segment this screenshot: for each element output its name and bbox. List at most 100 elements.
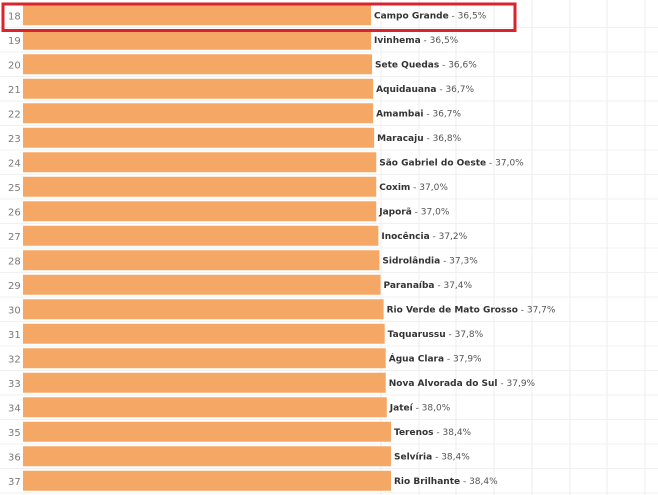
bar — [23, 152, 377, 173]
highlight-overlay — [1, 2, 517, 32]
rank-label: 21 — [8, 85, 21, 96]
bar-label-name: Sidrolândia — [382, 256, 440, 266]
rank-label: 33 — [8, 379, 21, 390]
rank-label: 24 — [8, 158, 21, 169]
bar-label-name: Coxim — [379, 183, 410, 193]
rank-label: 34 — [8, 403, 21, 414]
highlight-box — [1, 2, 517, 32]
bar — [23, 29, 371, 50]
bar-label-value: - 37,0% — [412, 207, 450, 217]
bar-label-name: Água Clara — [389, 352, 444, 364]
bar-label-value: - 37,7% — [518, 305, 556, 315]
bar-label-value: - 36,6% — [439, 60, 477, 70]
rank-label: 27 — [8, 232, 21, 243]
rank-label: 22 — [8, 109, 21, 120]
bar — [23, 470, 391, 491]
bar-label: Coxim - 37,0% — [379, 183, 448, 193]
bar-label-value: - 37,4% — [435, 281, 473, 291]
rank-label: 30 — [8, 305, 21, 316]
bar-label-name: Terenos — [394, 428, 434, 438]
bar-label: Paranaíba - 37,4% — [383, 281, 472, 291]
bar-label-value: - 37,3% — [440, 256, 478, 266]
rank-label: 18 — [8, 11, 21, 22]
bar-label-name: Rio Brilhante — [394, 477, 460, 487]
bar-label-value: - 36,8% — [424, 134, 462, 144]
rank-label: 25 — [8, 183, 21, 194]
bar-label-name: Japorã — [378, 207, 412, 217]
bar-label-value: - 37,0% — [486, 158, 524, 168]
bar-label-name: Nova Alvorada do Sul — [389, 379, 498, 389]
bar-label-value: - 38,4% — [432, 452, 470, 462]
bar-label-value: - 36,5% — [449, 11, 487, 21]
rank-label: 37 — [8, 477, 21, 488]
bar-label: Inocência - 37,2% — [381, 231, 467, 242]
bar-label-name: Paranaíba — [383, 281, 434, 291]
bar — [23, 176, 377, 197]
bar-label-name: Sete Quedas — [375, 60, 439, 70]
bar-label-name: Jateí — [389, 403, 414, 413]
bar — [23, 127, 375, 148]
bar-label-name: Taquarussu — [388, 330, 446, 340]
rank-label: 36 — [8, 452, 21, 463]
bar-label-name: Inocência — [381, 231, 429, 242]
bar-label-name: Maracaju — [377, 134, 423, 144]
bar-label-name: Ivinhema — [374, 36, 421, 46]
bar-rows: 18 Campo Grande - 36,5% 19 Ivinhema - 36,5%… — [8, 5, 556, 491]
bar-label: Japorã - 37,0% — [378, 207, 450, 217]
bar — [23, 250, 380, 271]
bar — [23, 274, 381, 295]
bar-label: Selvíria - 38,4% — [394, 452, 470, 462]
bar-label-value: - 37,8% — [446, 330, 484, 340]
rank-label: 35 — [8, 428, 21, 439]
bar-label-value: - 38,4% — [434, 428, 472, 438]
bar-label: Rio Brilhante - 38,4% — [394, 477, 498, 487]
bar-label: Terenos - 38,4% — [394, 428, 472, 438]
rank-label: 31 — [8, 330, 21, 341]
bar-label: Água Clara - 37,9% — [389, 352, 482, 364]
bar-label: Ivinhema - 36,5% — [374, 36, 459, 46]
bar — [23, 225, 379, 246]
bar-label: Sete Quedas - 36,6% — [375, 60, 477, 70]
bar-label-value: - 37,0% — [410, 183, 448, 193]
bar — [23, 446, 391, 467]
bar — [23, 397, 387, 418]
bar-label-name: Rio Verde de Mato Grosso — [387, 305, 518, 315]
bar — [23, 103, 374, 124]
bar — [23, 421, 391, 442]
rank-label: 23 — [8, 134, 21, 145]
bar-label: Sidrolândia - 37,3% — [382, 256, 478, 266]
bar-label-value: - 36,5% — [421, 36, 459, 46]
bar-label: Rio Verde de Mato Grosso - 37,7% — [387, 305, 556, 315]
bar — [23, 201, 377, 222]
bar-label-value: - 38,0% — [413, 403, 451, 413]
bar-label: Taquarussu - 37,8% — [388, 330, 484, 340]
bar-label: Aquidauana - 36,7% — [376, 85, 474, 95]
bar — [23, 5, 371, 26]
bar-label: Jateí - 38,0% — [389, 403, 451, 413]
bar-label: São Gabriel do Oeste - 37,0% — [379, 158, 524, 168]
rank-label: 26 — [8, 207, 21, 218]
bar — [23, 54, 373, 75]
rank-label: 19 — [8, 36, 21, 47]
bar-label: Campo Grande - 36,5% — [374, 11, 487, 21]
bar-label-name: Aquidauana — [376, 85, 436, 95]
rank-label: 28 — [8, 256, 21, 267]
bar-label-name: Campo Grande — [374, 11, 449, 21]
bar — [23, 372, 386, 393]
bar-label: Amambai - 36,7% — [376, 109, 461, 119]
rank-label: 32 — [8, 354, 21, 365]
bar-label-name: Amambai — [376, 109, 423, 119]
rank-label: 20 — [8, 60, 21, 71]
bar — [23, 323, 385, 344]
bar-label-value: - 37,2% — [430, 232, 468, 242]
bar-label-value: - 36,7% — [436, 85, 474, 95]
bar — [23, 78, 374, 99]
bar — [23, 299, 384, 320]
rank-label: 29 — [8, 281, 21, 292]
bar-label-value: - 38,4% — [460, 477, 498, 487]
bar-label-name: Selvíria — [394, 452, 432, 462]
bar-label-value: - 36,7% — [424, 109, 462, 119]
bar-label-value: - 37,9% — [498, 379, 536, 389]
